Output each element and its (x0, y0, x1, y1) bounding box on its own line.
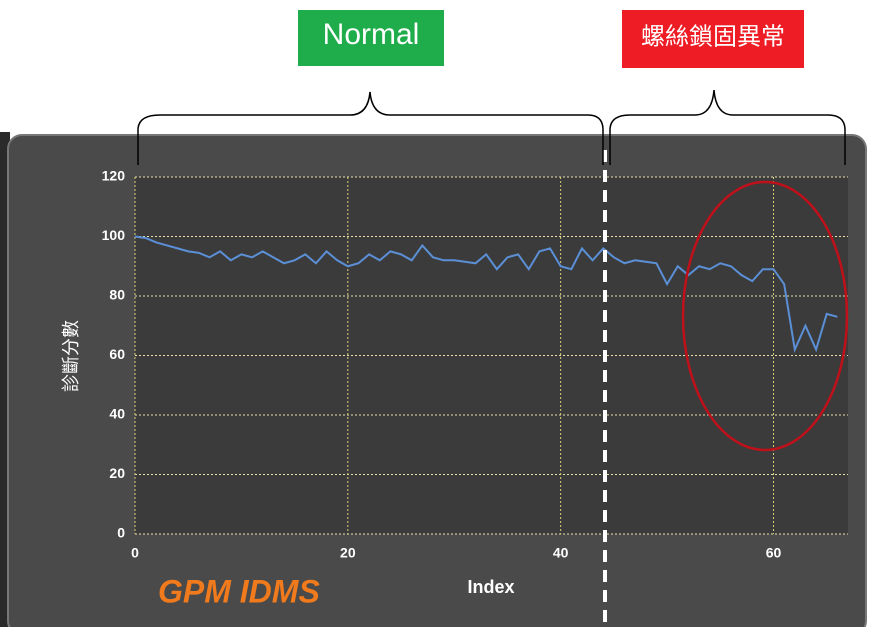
y-tick-label: 0 (117, 525, 125, 541)
x-tick-label: 60 (766, 545, 782, 561)
y-tick-label: 80 (109, 287, 125, 303)
y-tick-label: 20 (109, 465, 125, 481)
x-tick-label: 20 (340, 545, 356, 561)
x-axis-label: Index (467, 577, 514, 597)
anomaly-label: 螺絲鎖固異常 (641, 23, 785, 50)
logo: GPM IDMS (158, 573, 320, 609)
x-tick-label: 40 (553, 545, 569, 561)
y-tick-label: 60 (109, 346, 125, 362)
y-tick-label: 100 (102, 227, 126, 243)
normal-label: Normal (323, 18, 420, 51)
x-tick-label: 0 (131, 545, 139, 561)
y-tick-label: 40 (109, 406, 125, 422)
y-tick-label: 120 (102, 168, 126, 184)
chart: 0 20 40 60 80 100 120 0 20 40 60 Normal 螺絲鎖固異常 Ind… (0, 0, 876, 627)
page: 0 20 40 60 80 100 120 0 20 40 60 Normal 螺絲鎖固異常 Ind… (0, 0, 876, 627)
y-axis-label: 診斷分數 (61, 320, 81, 392)
